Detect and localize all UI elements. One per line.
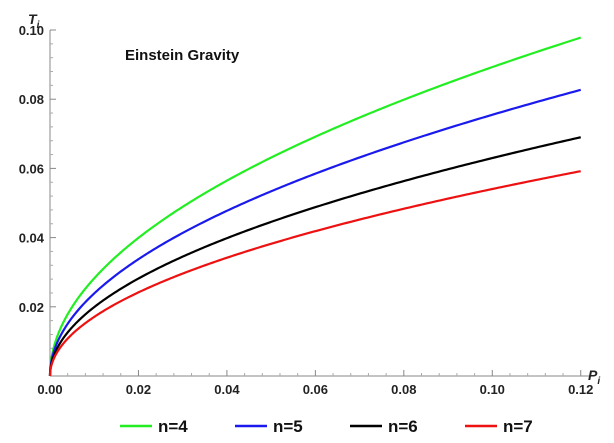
legend-label: n=4: [158, 417, 188, 436]
series-line-n4: [48, 36, 582, 377]
y-tick-label: 0.04: [19, 231, 45, 246]
y-tick-label: 0.08: [19, 92, 44, 107]
x-tick-label: 0.06: [303, 382, 328, 397]
x-axis-label: Pi: [588, 367, 600, 387]
y-axis-label-main: T: [28, 11, 38, 27]
series-lines: [48, 36, 582, 377]
y-tick-label: 0.06: [19, 161, 44, 176]
y-tick-label: 0.02: [19, 300, 44, 315]
series-line-n6: [48, 136, 581, 377]
x-axis-label-main: P: [588, 367, 598, 383]
legend-label: n=6: [388, 417, 418, 436]
x-tick-label: 0.04: [214, 382, 240, 397]
y-axis-label-subscript: i: [37, 20, 40, 31]
y-axis-label: Ti: [28, 11, 40, 31]
ticks: 0.00 0.02 0.04 0.06 0.08 0.10 0.12 0.02 0.04 0.06…: [19, 23, 594, 397]
legend-label: n=5: [273, 417, 303, 436]
y-tick-label: 0.10: [19, 23, 44, 38]
axes: [49, 30, 594, 377]
x-tick-label: 0.08: [391, 382, 416, 397]
x-tick-label: 0.10: [480, 382, 505, 397]
legend-label: n=7: [503, 417, 533, 436]
x-tick-label: 0.02: [126, 382, 151, 397]
chart-annotation: Einstein Gravity: [125, 47, 240, 64]
x-tick-label: 0.00: [37, 382, 62, 397]
x-axis-label-subscript: i: [597, 376, 600, 387]
x-tick-label: 0.12: [568, 382, 593, 397]
series-line-n7: [48, 170, 581, 377]
series-line-n5: [48, 88, 582, 377]
legend: n=4 n=5 n=6 n=7: [120, 417, 533, 436]
